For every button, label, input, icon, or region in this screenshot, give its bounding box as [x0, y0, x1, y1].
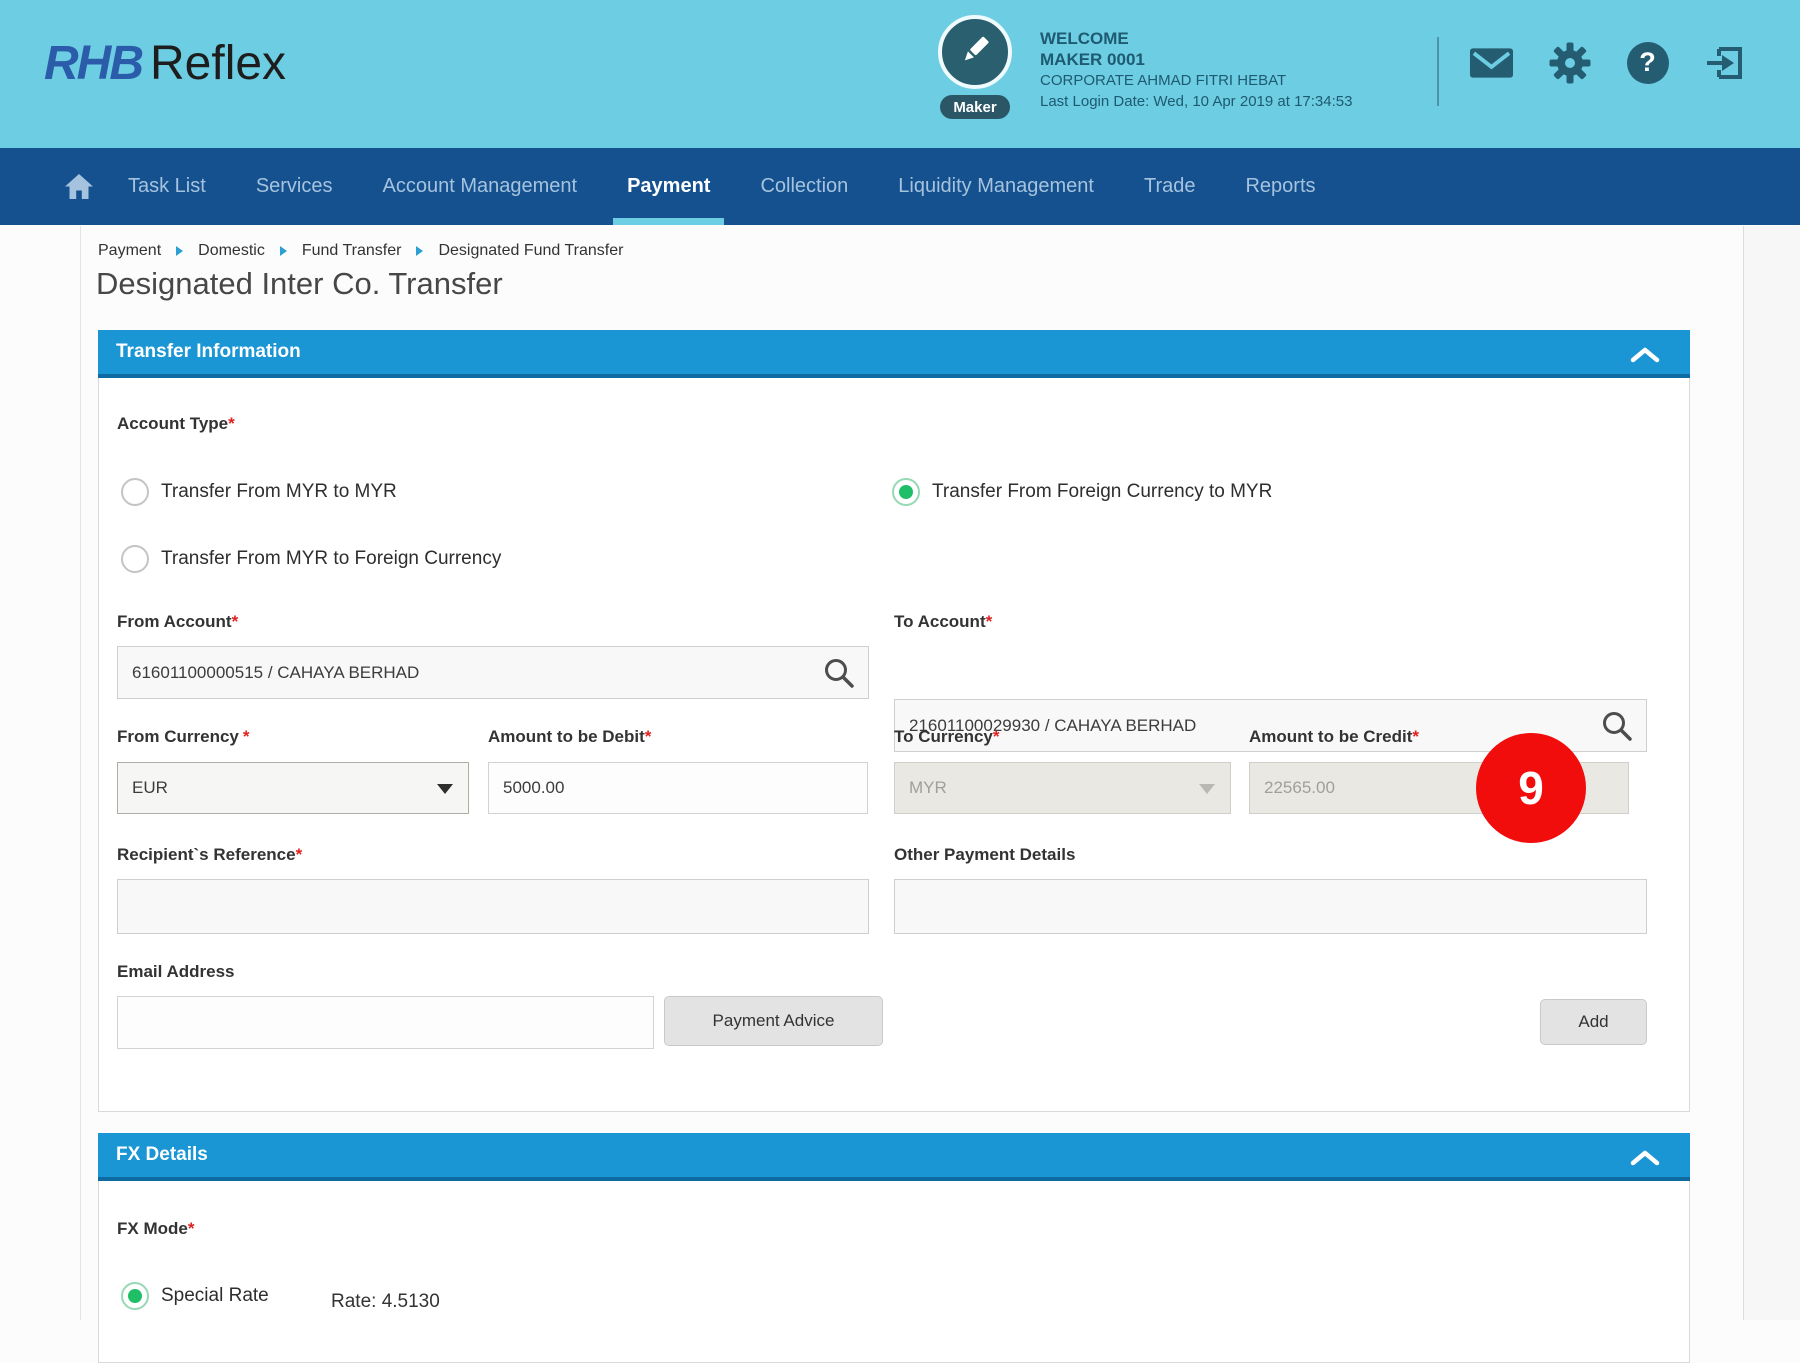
chevron-down-icon	[1199, 784, 1215, 794]
required-asterisk: *	[242, 727, 250, 746]
required-asterisk: *	[228, 414, 235, 433]
nav-items: Task List Services Account Management Pa…	[128, 148, 1316, 225]
amount-credit-value: 22565.00	[1264, 778, 1335, 797]
amount-debit-label: Amount to be Debit*	[488, 727, 652, 746]
content-right-edge	[1743, 226, 1744, 1320]
to-account-value: 21601100029930 / CAHAYA BERHAD	[909, 715, 1197, 735]
radio-label-myr-to-foreign[interactable]: Transfer From MYR to Foreign Currency	[161, 548, 502, 569]
mail-icon[interactable]	[1469, 40, 1514, 85]
main-nav: Task List Services Account Management Pa…	[0, 148, 1800, 225]
section-title: FX Details	[116, 1144, 208, 1165]
other-payment-details-input[interactable]	[894, 879, 1647, 934]
breadcrumb-designated-fund-transfer: Designated Fund Transfer	[438, 242, 624, 259]
home-icon[interactable]	[64, 172, 94, 206]
nav-item-collection[interactable]: Collection	[760, 175, 849, 197]
to-currency-label: To Currency*	[894, 727, 1000, 746]
to-account-label: To Account*	[894, 612, 993, 631]
to-currency-select-disabled: MYR	[894, 762, 1231, 814]
email-address-label: Email Address	[117, 962, 235, 981]
nav-item-account-management[interactable]: Account Management	[382, 175, 578, 197]
last-login: Last Login Date: Wed, 10 Apr 2019 at 17:…	[1040, 93, 1353, 110]
required-asterisk: *	[231, 612, 239, 631]
company-name: CORPORATE AHMAD FITRI HEBAT	[1040, 72, 1287, 89]
search-icon[interactable]	[823, 657, 856, 695]
search-icon[interactable]	[1601, 710, 1634, 748]
breadcrumb-fund-transfer[interactable]: Fund Transfer	[301, 242, 402, 259]
recipient-reference-label: Recipient`s Reference*	[117, 845, 303, 864]
help-icon[interactable]: ?	[1625, 40, 1670, 85]
nav-item-reports[interactable]: Reports	[1245, 175, 1316, 197]
required-asterisk: *	[1412, 727, 1420, 746]
section-title: Transfer Information	[116, 341, 301, 362]
content-left-edge	[80, 226, 81, 1320]
radio-label-myr-to-myr[interactable]: Transfer From MYR to MYR	[161, 481, 397, 502]
amount-debit-input[interactable]	[488, 762, 868, 814]
fx-details-header[interactable]: FX Details	[98, 1133, 1690, 1181]
breadcrumb-domestic[interactable]: Domestic	[198, 242, 265, 259]
user-avatar[interactable]	[938, 15, 1012, 89]
from-currency-label: From Currency *	[117, 727, 250, 746]
recipient-reference-input[interactable]	[117, 879, 869, 934]
nav-item-liquidity-management[interactable]: Liquidity Management	[898, 175, 1094, 197]
nav-item-payment[interactable]: Payment	[613, 148, 725, 225]
logo-reflex: Reflex	[150, 37, 287, 90]
logout-icon[interactable]	[1703, 40, 1748, 85]
account-type-label: Account Type*	[117, 414, 235, 433]
right-gutter	[1744, 226, 1800, 1320]
other-payment-details-label: Other Payment Details	[894, 845, 1076, 864]
chevron-down-icon	[437, 784, 453, 794]
required-asterisk: *	[187, 1219, 195, 1238]
to-currency-value: MYR	[909, 778, 947, 797]
fx-mode-label: FX Mode*	[117, 1219, 195, 1238]
amount-credit-label: Amount to be Credit*	[1249, 727, 1420, 746]
fx-details-panel: FX Details FX Mode* Special Rate Rate: 4…	[98, 1133, 1690, 1363]
required-asterisk: *	[985, 612, 993, 631]
from-account-label: From Account*	[117, 612, 239, 631]
header-divider	[1437, 37, 1439, 106]
breadcrumb-arrow-icon	[176, 246, 184, 256]
logo-rhb: RHB	[44, 37, 144, 90]
required-asterisk: *	[992, 727, 1000, 746]
breadcrumb-arrow-icon	[416, 246, 424, 256]
nav-item-task-list[interactable]: Task List	[128, 175, 206, 197]
collapse-chevron-icon[interactable]	[1630, 1149, 1660, 1166]
app-logo: RHB Reflex	[44, 36, 286, 91]
pencil-icon	[956, 31, 994, 74]
radio-transfer-myr-to-myr[interactable]	[121, 478, 149, 506]
gear-icon[interactable]	[1547, 40, 1592, 85]
header-actions: ?	[1469, 40, 1748, 85]
from-account-field[interactable]: 61601100000515 / CAHAYA BERHAD	[117, 646, 869, 699]
add-button[interactable]: Add	[1540, 999, 1647, 1045]
welcome-text: WELCOME	[1040, 29, 1129, 48]
email-address-input[interactable]	[117, 996, 654, 1049]
fx-rate-text: Rate: 4.5130	[331, 1291, 440, 1312]
to-account-field[interactable]: 21601100029930 / CAHAYA BERHAD	[894, 699, 1647, 752]
transfer-information-header[interactable]: Transfer Information	[98, 330, 1690, 378]
nav-item-services[interactable]: Services	[255, 175, 333, 197]
transfer-information-panel: Transfer Information Account Type* Trans…	[98, 330, 1690, 1112]
breadcrumb-payment[interactable]: Payment	[98, 242, 162, 259]
required-asterisk: *	[644, 727, 652, 746]
radio-label-special-rate[interactable]: Special Rate	[161, 1285, 269, 1306]
radio-label-foreign-to-myr[interactable]: Transfer From Foreign Currency to MYR	[932, 481, 1273, 502]
radio-transfer-foreign-to-myr[interactable]	[892, 478, 920, 506]
from-account-value: 61601100000515 / CAHAYA BERHAD	[132, 662, 420, 682]
annotation-step-badge: 9	[1476, 733, 1586, 843]
top-header: RHB Reflex Maker WELCOME MAKER 0001 CORPO…	[0, 0, 1800, 148]
breadcrumb-arrow-icon	[279, 246, 287, 256]
page-title: Designated Inter Co. Transfer	[96, 266, 503, 301]
breadcrumb: Payment Domestic Fund Transfer Designate…	[98, 242, 623, 260]
from-currency-value: EUR	[132, 778, 168, 797]
radio-transfer-myr-to-foreign[interactable]	[121, 545, 149, 573]
help-glyph: ?	[1639, 47, 1656, 77]
collapse-chevron-icon[interactable]	[1630, 346, 1660, 363]
nav-item-trade[interactable]: Trade	[1143, 175, 1196, 197]
user-info-block: WELCOME MAKER 0001 CORPORATE AHMAD FITRI…	[1040, 28, 1352, 112]
payment-advice-button[interactable]: Payment Advice	[664, 996, 883, 1046]
role-badge: Maker	[940, 95, 1010, 119]
from-currency-select[interactable]: EUR	[117, 762, 469, 814]
radio-special-rate[interactable]	[121, 1282, 149, 1310]
required-asterisk: *	[295, 845, 303, 864]
user-name: MAKER 0001	[1040, 50, 1145, 69]
